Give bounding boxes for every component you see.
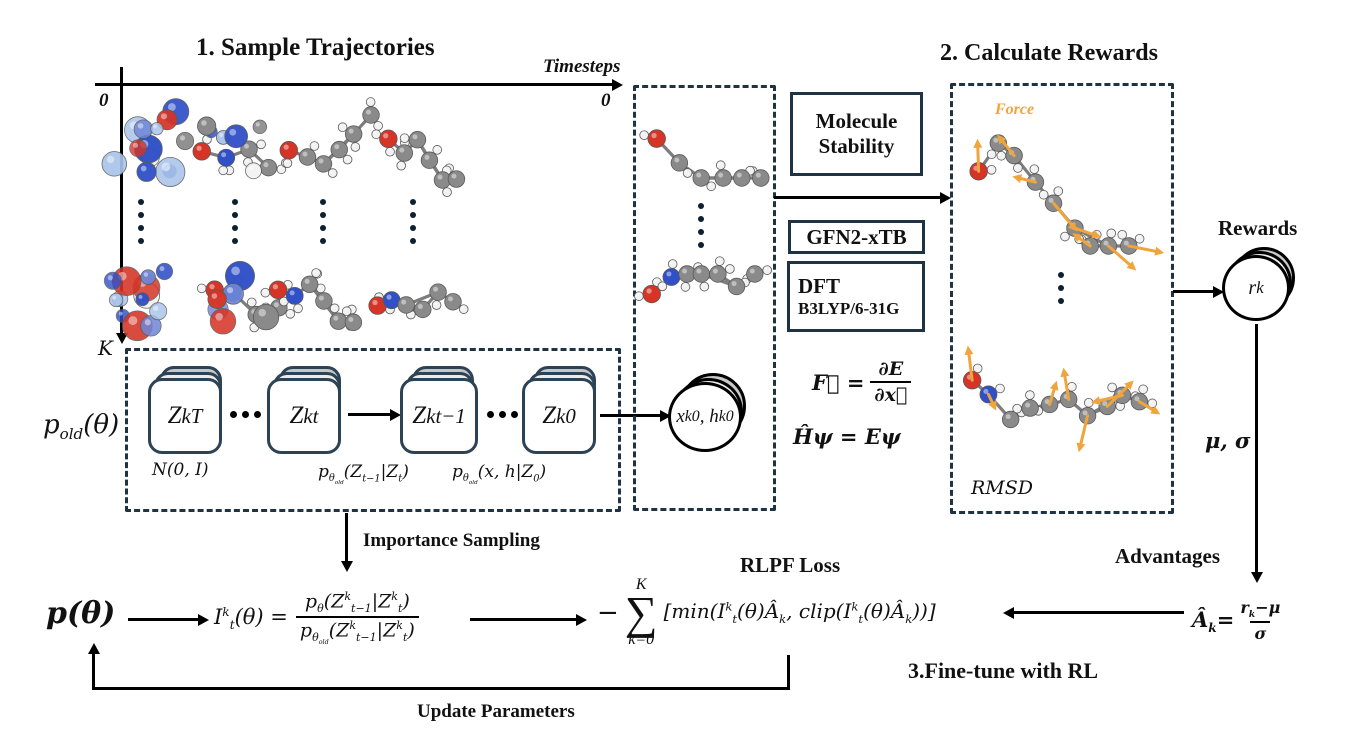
ellipsis-samples-col2 xyxy=(232,199,238,244)
axis-origin-zero-label: 0 xyxy=(99,90,109,111)
section-title-sample-trajectories: 1. Sample Trajectories xyxy=(196,34,435,61)
molecule-forming-t3-k1 xyxy=(279,97,383,178)
decode-distribution-label: pθold(x, h|Z0) xyxy=(452,462,547,487)
ellipsis-cards-1 xyxy=(230,411,261,418)
advantages-label: Advantages xyxy=(1115,544,1221,568)
rewards-label: Rewards xyxy=(1218,216,1298,240)
section-title-calculate-rewards: 2. Calculate Rewards xyxy=(940,40,1158,66)
molecule-output-1 xyxy=(639,129,770,192)
arrow-importance-sampling xyxy=(345,513,348,563)
ellipsis-outputs xyxy=(698,203,704,248)
molecule-output-2 xyxy=(634,256,773,304)
p-theta-label: p(θ) xyxy=(46,596,116,631)
rlpf-loss-title: RLPF Loss xyxy=(740,553,841,577)
arrow-ptheta-to-ratio xyxy=(128,618,200,621)
transition-distribution-label: pθold(Zt−1|Zt) xyxy=(318,462,409,487)
ellipsis-samples-col3 xyxy=(320,199,326,244)
molecule-noisy-t1-k1 xyxy=(101,98,195,187)
p-old-theta-label: pold(θ) xyxy=(43,410,120,444)
rmsd-label: RMSD xyxy=(971,477,1034,499)
arrow-reward-to-advantage xyxy=(1255,324,1258,574)
update-parameters-label: Update Parameters xyxy=(417,701,575,722)
timesteps-axis-label: Timesteps xyxy=(543,56,621,77)
molecule-stability-box: Molecule Stability xyxy=(790,92,923,176)
feedback-line-down xyxy=(787,655,790,690)
timesteps-axis-arrow xyxy=(95,83,614,86)
arrow-box-to-reward xyxy=(1173,290,1215,293)
schrodinger-equation: Ĥψ = Eψ xyxy=(793,424,901,449)
feedback-line-across xyxy=(92,687,790,690)
force-label: Force xyxy=(995,101,1035,118)
rlpf-loss-equation: − K ∑ k=0 [min(Ikt(θ)Âk, clip(Ikt(θ)Âk))… xyxy=(597,576,936,649)
force-equation: F⃗ = ∂E ∂x⃗ xyxy=(812,358,912,406)
dft-box: DFT B3LYP/6-31G xyxy=(787,261,925,332)
molecule-noisy-t1-kK xyxy=(103,262,174,342)
axis-end-zero-label: 0 xyxy=(601,90,611,111)
molecule-reward-forces-2 xyxy=(962,345,1161,453)
rewards-box xyxy=(950,83,1174,514)
molecule-final-t4-k1 xyxy=(371,129,466,197)
latent-trajectory-box xyxy=(125,348,621,512)
arrow-advantage-to-loss xyxy=(1012,611,1184,614)
advantage-equation: Âk= rk−μ σ xyxy=(1192,598,1281,644)
arrow-samples-to-rewards xyxy=(774,196,942,199)
mu-sigma-label: μ, σ xyxy=(1205,428,1251,453)
ellipsis-samples-col1 xyxy=(138,199,144,244)
ellipsis-samples-col4 xyxy=(410,199,416,244)
arrow-ratio-to-loss xyxy=(470,618,578,621)
axis-k-label: K xyxy=(98,336,113,360)
importance-ratio-equation: Ikt(θ) = pθ(Zkt−1|Zkt) pθold(Zkt−1|Zkt) xyxy=(214,590,419,646)
samples-axis-arrow xyxy=(120,67,123,335)
arrow-zt-to-zt1 xyxy=(348,413,392,416)
gfn2-xtb-box: GFN2-xTB xyxy=(788,220,925,254)
importance-sampling-label: Importance Sampling xyxy=(363,530,540,551)
ellipsis-cards-2 xyxy=(487,411,518,418)
molecule-final-t4-kK xyxy=(368,283,469,320)
arrow-z0-to-x0h0 xyxy=(600,414,662,417)
ellipsis-rewards xyxy=(1058,272,1064,304)
molecule-forming-t3-kK xyxy=(260,268,363,332)
molecule-partial-t2-k1 xyxy=(192,116,287,180)
prior-distribution-label: N(0, I) xyxy=(152,460,209,480)
finetune-label: 3.Fine-tune with RL xyxy=(908,658,1099,683)
feedback-arrow-up xyxy=(92,652,95,688)
molecule-reward-forces-1 xyxy=(969,134,1165,271)
